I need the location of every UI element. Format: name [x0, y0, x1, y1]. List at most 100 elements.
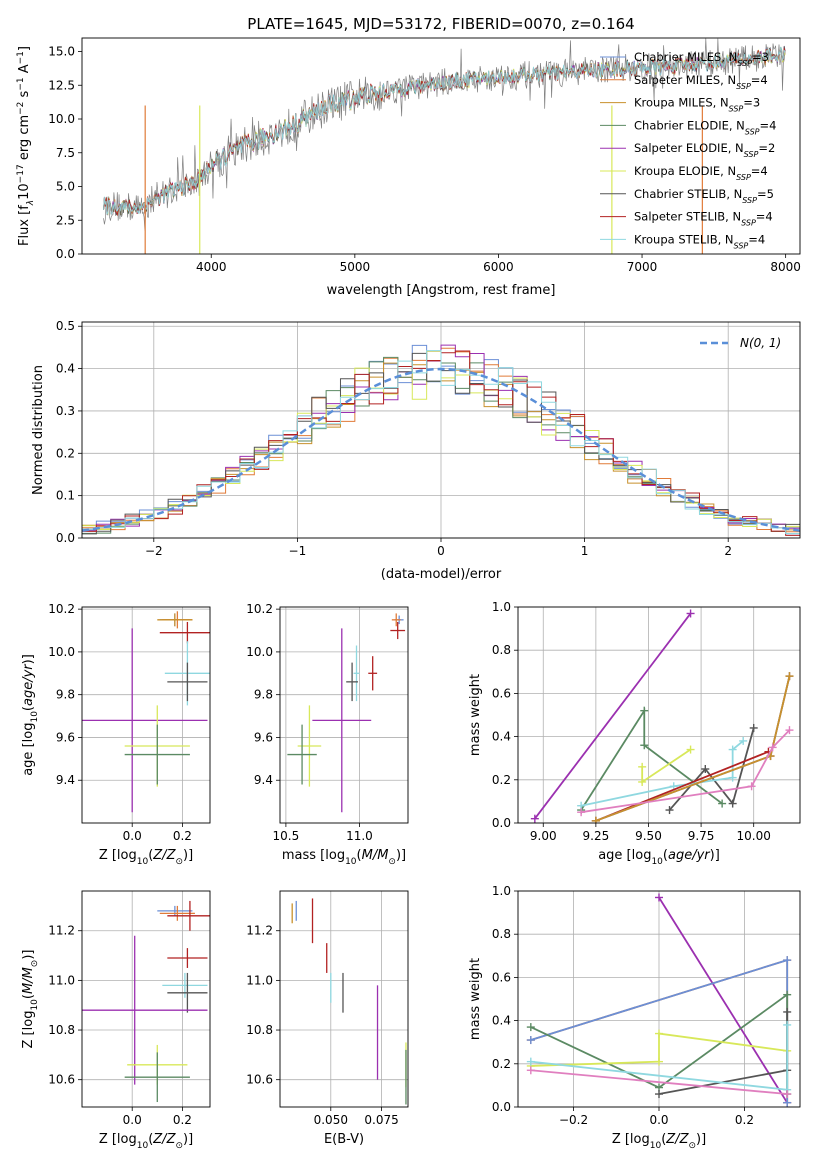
y-tick-label: 7.5 [56, 146, 75, 160]
y-tick-label: 15.0 [48, 45, 75, 59]
errorbar-point [82, 628, 208, 813]
label-sub: 10 [650, 1141, 662, 1151]
label-part: age/yr [668, 848, 711, 863]
histogram-layer [82, 344, 800, 536]
axes-frame [517, 890, 801, 1108]
mass-vs-metallicity-panel: 0.0 0.2 10.6 10.8 11.0 11.2 Z [log10(Z/Z⊙)] Z [… [21, 890, 211, 1151]
y-tick-label: 1.0 [492, 600, 511, 614]
weight-line [595, 675, 791, 822]
weight-series [591, 672, 794, 823]
y-tick-label: 0.8 [492, 927, 511, 941]
legend-entry: Chabrier MILES, NSSP=3 [634, 50, 769, 68]
y-axis-label: mass weight [468, 674, 483, 756]
label-sub: 10 [137, 1141, 149, 1151]
model-spectrum-line [103, 46, 786, 215]
y-axis-label: Normed distribution [31, 365, 46, 495]
weight-line [580, 707, 723, 811]
x-axis-label: E(B-V) [324, 1132, 364, 1147]
x-tick-label: 0.0 [649, 1113, 668, 1127]
weight-marker [640, 706, 649, 715]
y-tick-label: 0.2 [56, 446, 75, 460]
weight-marker [526, 1036, 535, 1045]
label-part: )] [21, 950, 36, 960]
weight-marker [783, 1020, 792, 1029]
x-tick-label: 9.25 [583, 829, 610, 843]
label-part: )] [396, 848, 406, 863]
weight-series [577, 736, 748, 810]
y-axis-label-sup: −2 [16, 102, 26, 115]
mass-vs-extinction-panel: 0.050 0.075 10.6 10.8 11.0 11.2 E(B-V) [246, 890, 409, 1147]
axes-frame [517, 606, 801, 824]
legend-entry-sub: SSP [736, 81, 751, 90]
label-part: ( [357, 848, 362, 863]
spectrum-panel: 4000 5000 6000 7000 8000 0.0 2.5 5.0 7.5 10.0 12.5… [16, 37, 801, 298]
axes-frame [81, 890, 211, 1108]
x-tick-label: 10.00 [737, 829, 771, 843]
weight-marker [526, 1066, 535, 1075]
weight-line [534, 612, 692, 820]
label-part: )] [183, 848, 193, 863]
y-tick-label: 0.0 [492, 816, 511, 830]
errorbar-point [124, 1052, 190, 1103]
x-tick-label: 0.2 [735, 1113, 754, 1127]
y-tick-label: 10.2 [48, 602, 75, 616]
y-tick-label: 0.2 [492, 1057, 511, 1071]
y-tick-label: 10.0 [48, 112, 75, 126]
x-tick-label: −1 [289, 544, 307, 558]
x-axis-label: Z [log10(Z/Z⊙)] [612, 1132, 706, 1151]
label-sub: 10 [137, 857, 149, 867]
x-tick-label: 8000 [770, 260, 801, 274]
weight-marker [638, 777, 647, 786]
label-sub: ⊙ [175, 857, 183, 867]
weight-marker [728, 773, 737, 782]
x-tick-label: 0.0 [123, 829, 142, 843]
errorbar-point [82, 935, 208, 1085]
x-tick-label: 4000 [196, 260, 227, 274]
y-tick-label: 0.4 [56, 362, 75, 376]
y-tick-label: 11.0 [246, 973, 273, 987]
weight-marker [728, 799, 737, 808]
label-sub: 10 [345, 857, 357, 867]
y-tick-label: 0.2 [492, 773, 511, 787]
y-tick-label: 11.2 [246, 924, 273, 938]
label-part: )] [710, 848, 720, 863]
weight-marker [718, 799, 727, 808]
y-tick-label: 5.0 [56, 180, 75, 194]
axes-frame [279, 606, 409, 824]
label-part: ( [21, 706, 36, 711]
label-part: )] [696, 1132, 706, 1147]
weight-marker [747, 782, 756, 791]
y-axis-label: Z [log10(M/M⊙)] [21, 950, 40, 1049]
x-tick-label: 5000 [340, 260, 371, 274]
weight-series [591, 672, 794, 823]
weight-marker [749, 723, 758, 732]
legend-entry-sub: SSP [737, 59, 752, 68]
y-tick-label: 10.8 [48, 1023, 75, 1037]
errorbar-point [353, 645, 360, 702]
y-tick-label: 10.8 [246, 1023, 273, 1037]
weight-line [580, 729, 791, 814]
weight-series [591, 672, 794, 823]
errorbar-point [159, 905, 195, 921]
x-tick-label: 1 [581, 544, 589, 558]
weight-marker [739, 736, 748, 745]
y-axis-label-part: ] [17, 46, 32, 51]
weight-marker [785, 726, 794, 735]
weight-line [530, 1032, 788, 1067]
legend-entry: Kroupa STELIB, NSSP=4 [634, 232, 765, 250]
legend-entry-n: =3 [752, 50, 769, 64]
y-tick-label: 0.0 [56, 531, 75, 545]
y-tick-label: 11.2 [48, 924, 75, 938]
legend-entry: Salpeter STELIB, NSSP=4 [634, 210, 773, 228]
label-part: ( [21, 994, 36, 999]
x-tick-label: 0.2 [173, 1113, 192, 1127]
errorbar-point [287, 724, 317, 785]
x-axis-label: (data-model)/error [381, 567, 502, 582]
legend-entry: N(0, 1) [740, 336, 781, 350]
y-axis-label: mass weight [468, 958, 483, 1040]
label-part: )] [183, 1132, 193, 1147]
weight-marker [783, 956, 792, 965]
axes-frame [81, 606, 211, 824]
axes-frame [81, 37, 801, 255]
x-axis-label: Z [log10(Z/Z⊙)] [99, 848, 193, 867]
